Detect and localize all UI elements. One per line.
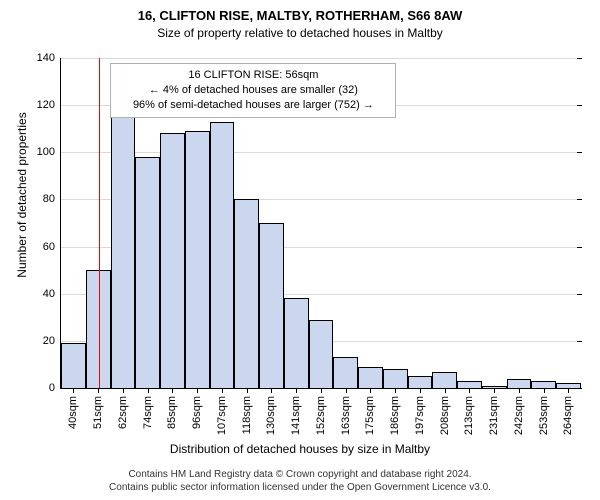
histogram-bar: [135, 157, 160, 388]
annotation-box: 16 CLIFTON RISE: 56sqm← 4% of detached h…: [110, 63, 396, 118]
xtick-label: 253sqm: [538, 392, 550, 435]
ytick-mark: [577, 199, 582, 200]
histogram-bar: [358, 367, 383, 388]
xtick-label: 213sqm: [463, 392, 475, 435]
gridline: [61, 152, 581, 153]
annotation-line: ← 4% of detached houses are smaller (32): [119, 83, 387, 98]
xtick-label: 163sqm: [340, 392, 352, 435]
histogram-bar: [507, 379, 532, 388]
histogram-bar: [111, 103, 136, 388]
plot-area: 02040608010012014040sqm51sqm62sqm74sqm85…: [60, 58, 581, 389]
xtick-label: 231sqm: [488, 392, 500, 435]
histogram-bar: [333, 357, 358, 388]
histogram-bar: [457, 381, 482, 388]
xtick-label: 186sqm: [389, 392, 401, 435]
ytick-label: 20: [43, 335, 61, 347]
histogram-bar: [408, 376, 433, 388]
xtick-label: 62sqm: [117, 392, 129, 429]
ytick-mark: [577, 105, 582, 106]
xtick-label: 40sqm: [67, 392, 79, 429]
y-axis-label: Number of detached properties: [15, 30, 29, 360]
footer-attribution: Contains HM Land Registry data © Crown c…: [0, 468, 600, 494]
ytick-mark: [577, 341, 582, 342]
histogram-bar: [61, 343, 86, 388]
histogram-bar: [185, 131, 210, 388]
xtick-label: 175sqm: [364, 392, 376, 435]
histogram-bar: [259, 223, 284, 388]
xtick-label: 118sqm: [241, 392, 253, 434]
ytick-label: 60: [43, 241, 61, 253]
ytick-label: 80: [43, 193, 61, 205]
ytick-label: 120: [37, 99, 61, 111]
xtick-label: 130sqm: [265, 392, 277, 435]
histogram-bar: [160, 133, 185, 388]
xtick-label: 242sqm: [513, 392, 525, 435]
xtick-label: 85sqm: [166, 392, 178, 429]
histogram-bar: [309, 320, 334, 388]
histogram-bar: [234, 199, 259, 388]
annotation-line: 96% of semi-detached houses are larger (…: [119, 98, 387, 113]
xtick-label: 96sqm: [191, 392, 203, 429]
ytick-mark: [577, 294, 582, 295]
reference-line: [99, 58, 100, 388]
chart-subtitle: Size of property relative to detached ho…: [0, 26, 600, 40]
ytick-mark: [577, 58, 582, 59]
footer-line-1: Contains HM Land Registry data © Crown c…: [0, 468, 600, 481]
x-axis-label: Distribution of detached houses by size …: [0, 442, 600, 456]
ytick-mark: [577, 247, 582, 248]
xtick-label: 74sqm: [142, 392, 154, 429]
ytick-label: 100: [37, 146, 61, 158]
xtick-label: 152sqm: [315, 392, 327, 435]
xtick-label: 208sqm: [439, 392, 451, 435]
ytick-label: 140: [37, 52, 61, 64]
chart-title: 16, CLIFTON RISE, MALTBY, ROTHERHAM, S66…: [0, 8, 600, 23]
xtick-label: 264sqm: [562, 392, 574, 435]
xtick-label: 51sqm: [92, 392, 104, 429]
footer-line-2: Contains public sector information licen…: [0, 481, 600, 494]
histogram-bar: [210, 122, 235, 388]
ytick-label: 0: [49, 382, 61, 394]
ytick-mark: [577, 388, 582, 389]
ytick-label: 40: [43, 288, 61, 300]
annotation-line: 16 CLIFTON RISE: 56sqm: [119, 68, 387, 83]
xtick-label: 107sqm: [216, 392, 228, 435]
ytick-mark: [577, 152, 582, 153]
histogram-bar: [531, 381, 556, 388]
histogram-bar: [383, 369, 408, 388]
xtick-label: 197sqm: [414, 392, 426, 435]
histogram-bar: [284, 298, 309, 388]
histogram-bar: [432, 372, 457, 389]
gridline: [61, 58, 581, 59]
xtick-label: 141sqm: [290, 392, 302, 435]
